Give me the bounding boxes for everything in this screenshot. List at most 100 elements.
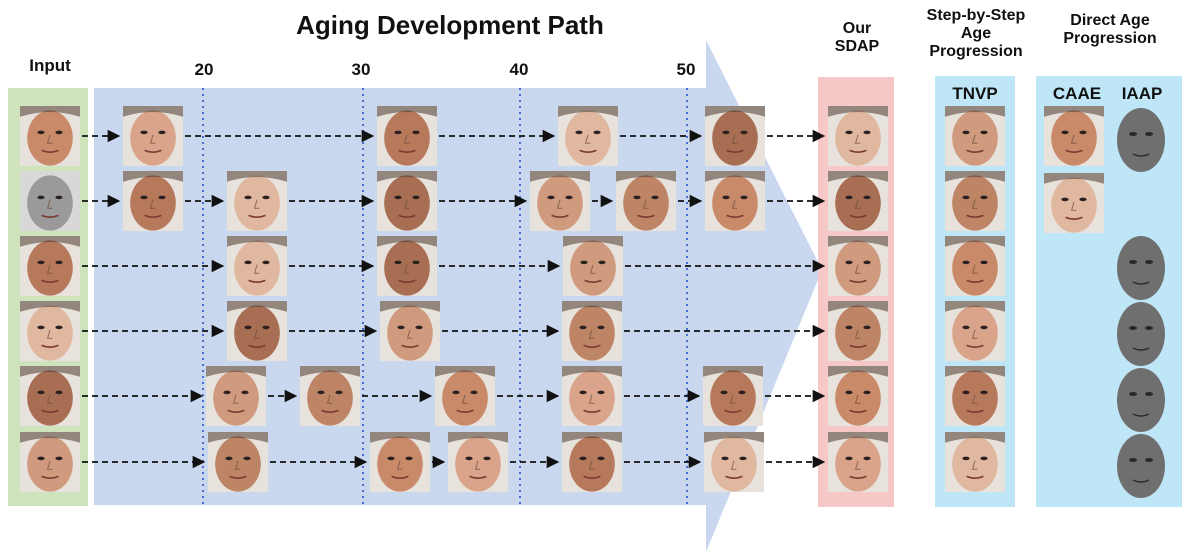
face-eye (55, 456, 63, 461)
face-nose (854, 460, 861, 470)
face-mouth (966, 279, 984, 283)
path-face (380, 301, 440, 361)
path-face (703, 366, 763, 426)
face-nose (149, 199, 156, 209)
face-eye (1129, 326, 1137, 330)
face-eye (722, 195, 730, 200)
face-eye (55, 130, 63, 135)
face-mouth (248, 344, 266, 348)
path-face (377, 236, 437, 296)
face-skin (537, 175, 583, 231)
tnvp-face (945, 366, 1005, 426)
sdap-face (828, 301, 888, 361)
face-eye (722, 130, 730, 135)
face-eye (415, 325, 423, 330)
face-eye (37, 130, 45, 135)
caae-label: CAAE (1052, 84, 1102, 103)
face-mouth (456, 409, 474, 413)
face-hair (20, 236, 80, 247)
face-skin (835, 436, 881, 492)
face-eye (739, 456, 747, 461)
face-nose (588, 394, 595, 404)
path-face (227, 236, 287, 296)
face-hair (1044, 173, 1104, 184)
face-nose (234, 460, 241, 470)
face-skin (712, 175, 758, 231)
face-hair (1044, 106, 1104, 117)
face-skin (1051, 110, 1097, 166)
path-face (206, 366, 266, 426)
face-eye (37, 260, 45, 265)
face-eye (597, 390, 605, 395)
face-skin (27, 110, 73, 166)
face-mouth (227, 409, 245, 413)
sdap-label: Our SDAP (820, 20, 894, 56)
face-mouth (726, 149, 744, 153)
iaap-face (1117, 302, 1165, 366)
transition-arrows (82, 129, 826, 469)
face-eye (1129, 458, 1137, 462)
face-hair (945, 432, 1005, 443)
face-hair (703, 366, 763, 377)
age-label-50: 50 (676, 60, 696, 79)
face-mouth (579, 149, 597, 153)
path-face (370, 432, 430, 492)
face-eye (863, 325, 871, 330)
path-face (227, 301, 287, 361)
age-label-40: 40 (509, 60, 529, 79)
face-images (20, 106, 1165, 498)
face-eye (1129, 392, 1137, 396)
tnvp-face (945, 236, 1005, 296)
direct-label-line-2: Progression (1063, 29, 1157, 47)
tnvp-face (945, 106, 1005, 166)
face-hair (828, 301, 888, 312)
face-eye (863, 260, 871, 265)
face-nose (46, 394, 53, 404)
face-mouth (1132, 413, 1150, 417)
sdap-face (828, 236, 888, 296)
face-hair (828, 171, 888, 182)
face-mouth (41, 475, 59, 479)
face-hair (530, 171, 590, 182)
face-hair (562, 432, 622, 443)
face-skin (1051, 177, 1097, 233)
face-skin (952, 370, 998, 426)
face-eye (243, 456, 251, 461)
face-skin (130, 110, 176, 166)
face-eye (262, 195, 270, 200)
input-face (20, 106, 80, 166)
path-face (705, 106, 765, 166)
face-eye (397, 325, 405, 330)
path-face (563, 236, 623, 296)
face-hair (705, 106, 765, 117)
face-eye (158, 195, 166, 200)
face-mouth (248, 279, 266, 283)
face-nose (403, 134, 410, 144)
face-eye (845, 390, 853, 395)
face-nose (149, 134, 156, 144)
face-skin (27, 436, 73, 492)
face-nose (854, 134, 861, 144)
face-nose (46, 460, 53, 470)
face-hair (227, 236, 287, 247)
face-eye (845, 195, 853, 200)
aging-path-arrow-shape (94, 40, 822, 552)
face-skin (835, 305, 881, 361)
face-hair (123, 106, 183, 117)
path-face (558, 106, 618, 166)
face-eye (55, 260, 63, 265)
tnvp-face (945, 171, 1005, 231)
input-label: Input (29, 56, 71, 75)
face-eye (720, 390, 728, 395)
face-eye (37, 195, 45, 200)
face-eye (740, 130, 748, 135)
face-nose (854, 329, 861, 339)
face-skin (215, 436, 261, 492)
face-nose (461, 394, 468, 404)
face-hair (435, 366, 495, 377)
face-hair (704, 432, 764, 443)
sdap-label-line-2: SDAP (834, 37, 880, 55)
face-mouth (849, 409, 867, 413)
face-skin (952, 110, 998, 166)
face-nose (1070, 201, 1077, 211)
